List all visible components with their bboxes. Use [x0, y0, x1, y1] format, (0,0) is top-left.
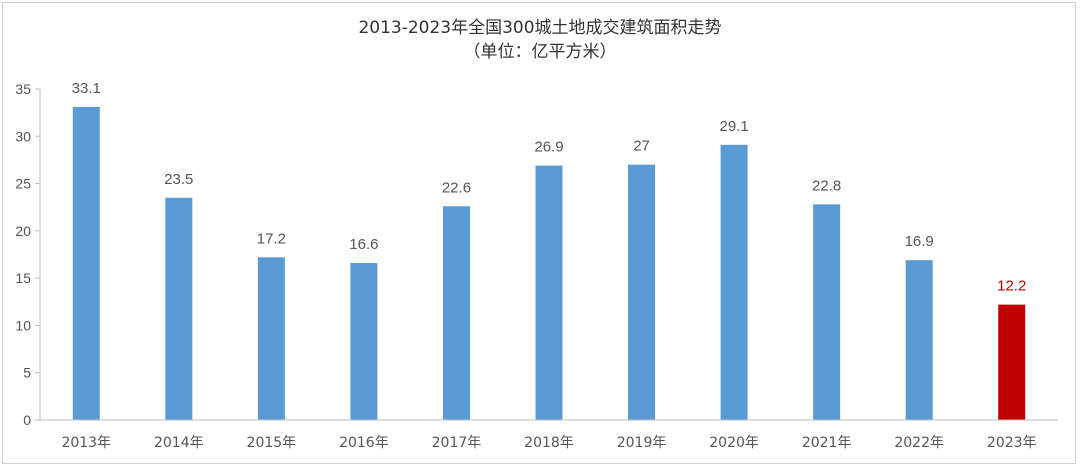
data-label: 26.9	[534, 139, 563, 156]
y-tick-label: 0	[23, 412, 31, 428]
data-label: 22.6	[442, 179, 471, 196]
x-tick-label: 2017年	[432, 435, 482, 451]
y-tick-label: 35	[15, 81, 31, 97]
chart-title: 2013-2023年全国300城土地成交建筑面积走势	[358, 18, 722, 38]
bar	[72, 106, 100, 421]
data-label: 23.5	[164, 171, 193, 188]
x-tick-label: 2013年	[61, 435, 111, 451]
bar	[813, 204, 841, 420]
y-tick-label: 30	[15, 128, 31, 144]
data-label: 16.9	[905, 233, 934, 250]
x-tick-label: 2022年	[894, 435, 944, 451]
x-tick-label: 2016年	[339, 435, 389, 451]
data-label: 29.1	[719, 118, 748, 135]
data-label: 17.2	[257, 230, 286, 247]
bar	[350, 263, 378, 420]
bar	[998, 304, 1026, 420]
bar	[165, 197, 193, 420]
y-tick-label: 20	[15, 223, 31, 239]
x-tick-label: 2023年	[987, 435, 1037, 451]
bar	[257, 257, 285, 420]
x-tick-label: 2015年	[247, 435, 297, 451]
y-tick-label: 10	[15, 317, 31, 333]
bar	[628, 164, 656, 420]
data-labels: 33.1 23.5 17.2 16.6 22.6 26.9 27 29.1 22.8 16.9 12…	[72, 80, 1027, 295]
data-label: 22.8	[812, 177, 841, 194]
bars	[72, 106, 1026, 421]
y-tick-label: 25	[15, 176, 31, 192]
y-axis: 0 5 10 15 20 25 30 35	[15, 81, 41, 428]
x-tick-label: 2014年	[154, 435, 204, 451]
x-tick-label: 2020年	[709, 435, 759, 451]
data-label: 33.1	[72, 80, 101, 97]
data-label: 27	[633, 138, 650, 155]
x-tick-label: 2019年	[617, 435, 667, 451]
bar	[720, 144, 748, 420]
x-axis: 2013年 2014年 2015年 2016年 2017年 2018年 2019年 2020年…	[40, 419, 1058, 451]
data-label: 16.6	[349, 236, 378, 253]
bar	[442, 206, 470, 420]
bar	[535, 165, 563, 420]
x-tick-label: 2021年	[802, 435, 852, 451]
data-label: 12.2	[997, 278, 1026, 295]
chart-subtitle: （单位：亿平方米）	[463, 42, 617, 62]
bar	[905, 260, 933, 420]
y-tick-label: 15	[15, 270, 31, 286]
y-tick-label: 5	[23, 365, 31, 381]
x-tick-label: 2018年	[524, 435, 574, 451]
